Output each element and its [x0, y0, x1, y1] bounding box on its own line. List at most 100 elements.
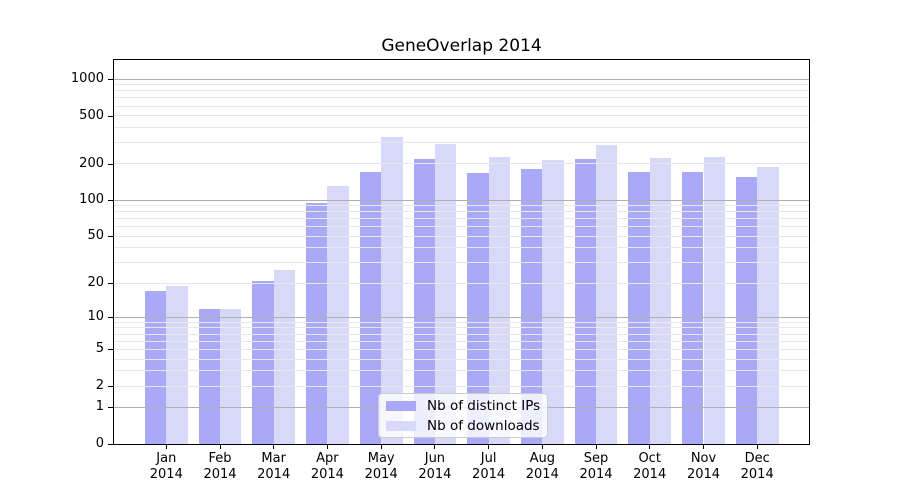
year-label: 2014 — [149, 466, 183, 482]
bar-downloads-sep — [596, 144, 618, 444]
year-label: 2014 — [364, 466, 398, 482]
month-label: Jan — [156, 451, 177, 466]
minor-gridline — [114, 211, 809, 213]
year-label: 2014 — [740, 466, 774, 482]
minor-gridline — [114, 358, 809, 360]
year-label: 2014 — [579, 466, 613, 482]
y-tick-mark — [108, 349, 113, 351]
minor-gridline — [114, 385, 809, 387]
major-gridline — [114, 199, 809, 201]
month-label: Apr — [316, 451, 339, 466]
y-tick-label: 20 — [87, 275, 104, 291]
year-label: 2014 — [686, 466, 721, 482]
x-tick-label-oct: Oct 2014 — [614, 451, 686, 482]
legend-swatch-downloads — [386, 420, 416, 431]
year-label: 2014 — [418, 466, 452, 482]
minor-gridline — [114, 262, 809, 264]
year-label: 2014 — [310, 466, 344, 482]
y-tick-label: 1 — [95, 399, 104, 415]
bar-ips-oct — [628, 171, 650, 444]
x-tick-mark — [756, 444, 758, 449]
x-tick-mark — [488, 444, 490, 449]
bar-downloads-aug — [542, 160, 564, 444]
x-tick-label-may: May 2014 — [345, 451, 417, 482]
legend-label-distinct-ips: Nb of distinct IPs — [427, 397, 541, 414]
month-label: Jun — [424, 451, 446, 466]
bar-ips-jul — [467, 172, 489, 444]
major-gridline — [114, 316, 809, 318]
y-tick-mark — [108, 317, 113, 319]
bar-downloads-oct — [649, 158, 672, 444]
month-label: Mar — [261, 451, 286, 466]
year-label: 2014 — [203, 466, 237, 482]
x-tick-label-jun: Jun 2014 — [399, 451, 471, 482]
bar-ips-dec — [735, 176, 758, 444]
minor-gridline — [114, 247, 809, 249]
y-tick-label: 500 — [79, 107, 104, 123]
y-tick-label: 100 — [79, 192, 104, 208]
minor-gridline — [114, 327, 809, 329]
x-tick-label-jul: Jul 2014 — [453, 451, 525, 482]
month-label: Oct — [638, 451, 661, 466]
y-tick-label: 1000 — [70, 71, 104, 86]
month-label: Nov — [690, 451, 717, 466]
bar-downloads-jan — [166, 285, 188, 444]
minor-gridline — [114, 340, 809, 342]
x-tick-mark — [326, 444, 328, 449]
y-tick-label: 10 — [87, 309, 104, 325]
legend: Nb of distinct IPs Nb of downloads — [378, 393, 548, 438]
bar-ips-feb — [198, 308, 220, 444]
y-tick-label: 50 — [87, 228, 104, 244]
chart-title: GeneOverlap 2014 — [381, 36, 542, 56]
year-label: 2014 — [472, 466, 506, 482]
x-tick-label-feb: Feb 2014 — [184, 451, 256, 482]
x-tick-label-aug: Aug 2014 — [506, 451, 578, 482]
x-tick-mark — [541, 444, 543, 449]
minor-gridline — [114, 105, 809, 107]
bar-ips-jun — [413, 158, 435, 444]
minor-gridline — [114, 205, 809, 207]
bar-ips-nov — [682, 172, 704, 444]
minor-gridline — [114, 97, 809, 99]
minor-gridline — [114, 348, 809, 350]
minor-gridline — [114, 90, 809, 92]
x-tick-mark — [649, 444, 651, 449]
y-tick-label: 200 — [79, 155, 104, 171]
y-tick-mark — [108, 283, 113, 285]
x-tick-mark — [273, 444, 275, 449]
minor-gridline — [114, 282, 809, 284]
minor-gridline — [114, 321, 809, 323]
x-tick-label-apr: Apr 2014 — [291, 451, 363, 482]
y-tick-label: 2 — [95, 378, 104, 393]
y-tick-mark — [108, 386, 113, 387]
x-tick-label-jan: Jan 2014 — [130, 451, 202, 482]
minor-gridline — [114, 142, 809, 143]
bar-ips-may — [359, 171, 382, 444]
month-label: Dec — [744, 451, 770, 466]
legend-item-downloads: Nb of downloads — [379, 417, 547, 434]
major-gridline — [114, 78, 809, 80]
minor-gridline — [114, 226, 809, 228]
y-tick-label: 5 — [95, 341, 104, 357]
minor-gridline — [114, 126, 809, 128]
x-tick-mark — [165, 444, 167, 449]
x-tick-label-dec: Dec 2014 — [721, 451, 793, 482]
y-tick-mark — [108, 236, 113, 238]
month-label: Aug — [529, 451, 555, 466]
bar-downloads-apr — [327, 186, 349, 444]
x-tick-label-mar: Mar 2014 — [238, 451, 310, 482]
x-tick-mark — [380, 444, 382, 449]
minor-gridline — [114, 370, 809, 372]
y-tick-mark — [108, 200, 113, 202]
bar-ips-apr — [306, 202, 328, 444]
minor-gridline — [114, 235, 809, 237]
x-tick-mark — [703, 444, 704, 449]
y-tick-mark — [108, 407, 113, 409]
bar-ips-aug — [520, 169, 543, 444]
x-tick-mark — [219, 444, 221, 449]
plot-area: Nb of distinct IPs Nb of downloads — [113, 59, 810, 445]
month-label: Sep — [583, 451, 609, 466]
minor-gridline — [114, 84, 809, 86]
bar-downloads-mar — [273, 269, 296, 444]
x-tick-mark — [595, 444, 597, 449]
